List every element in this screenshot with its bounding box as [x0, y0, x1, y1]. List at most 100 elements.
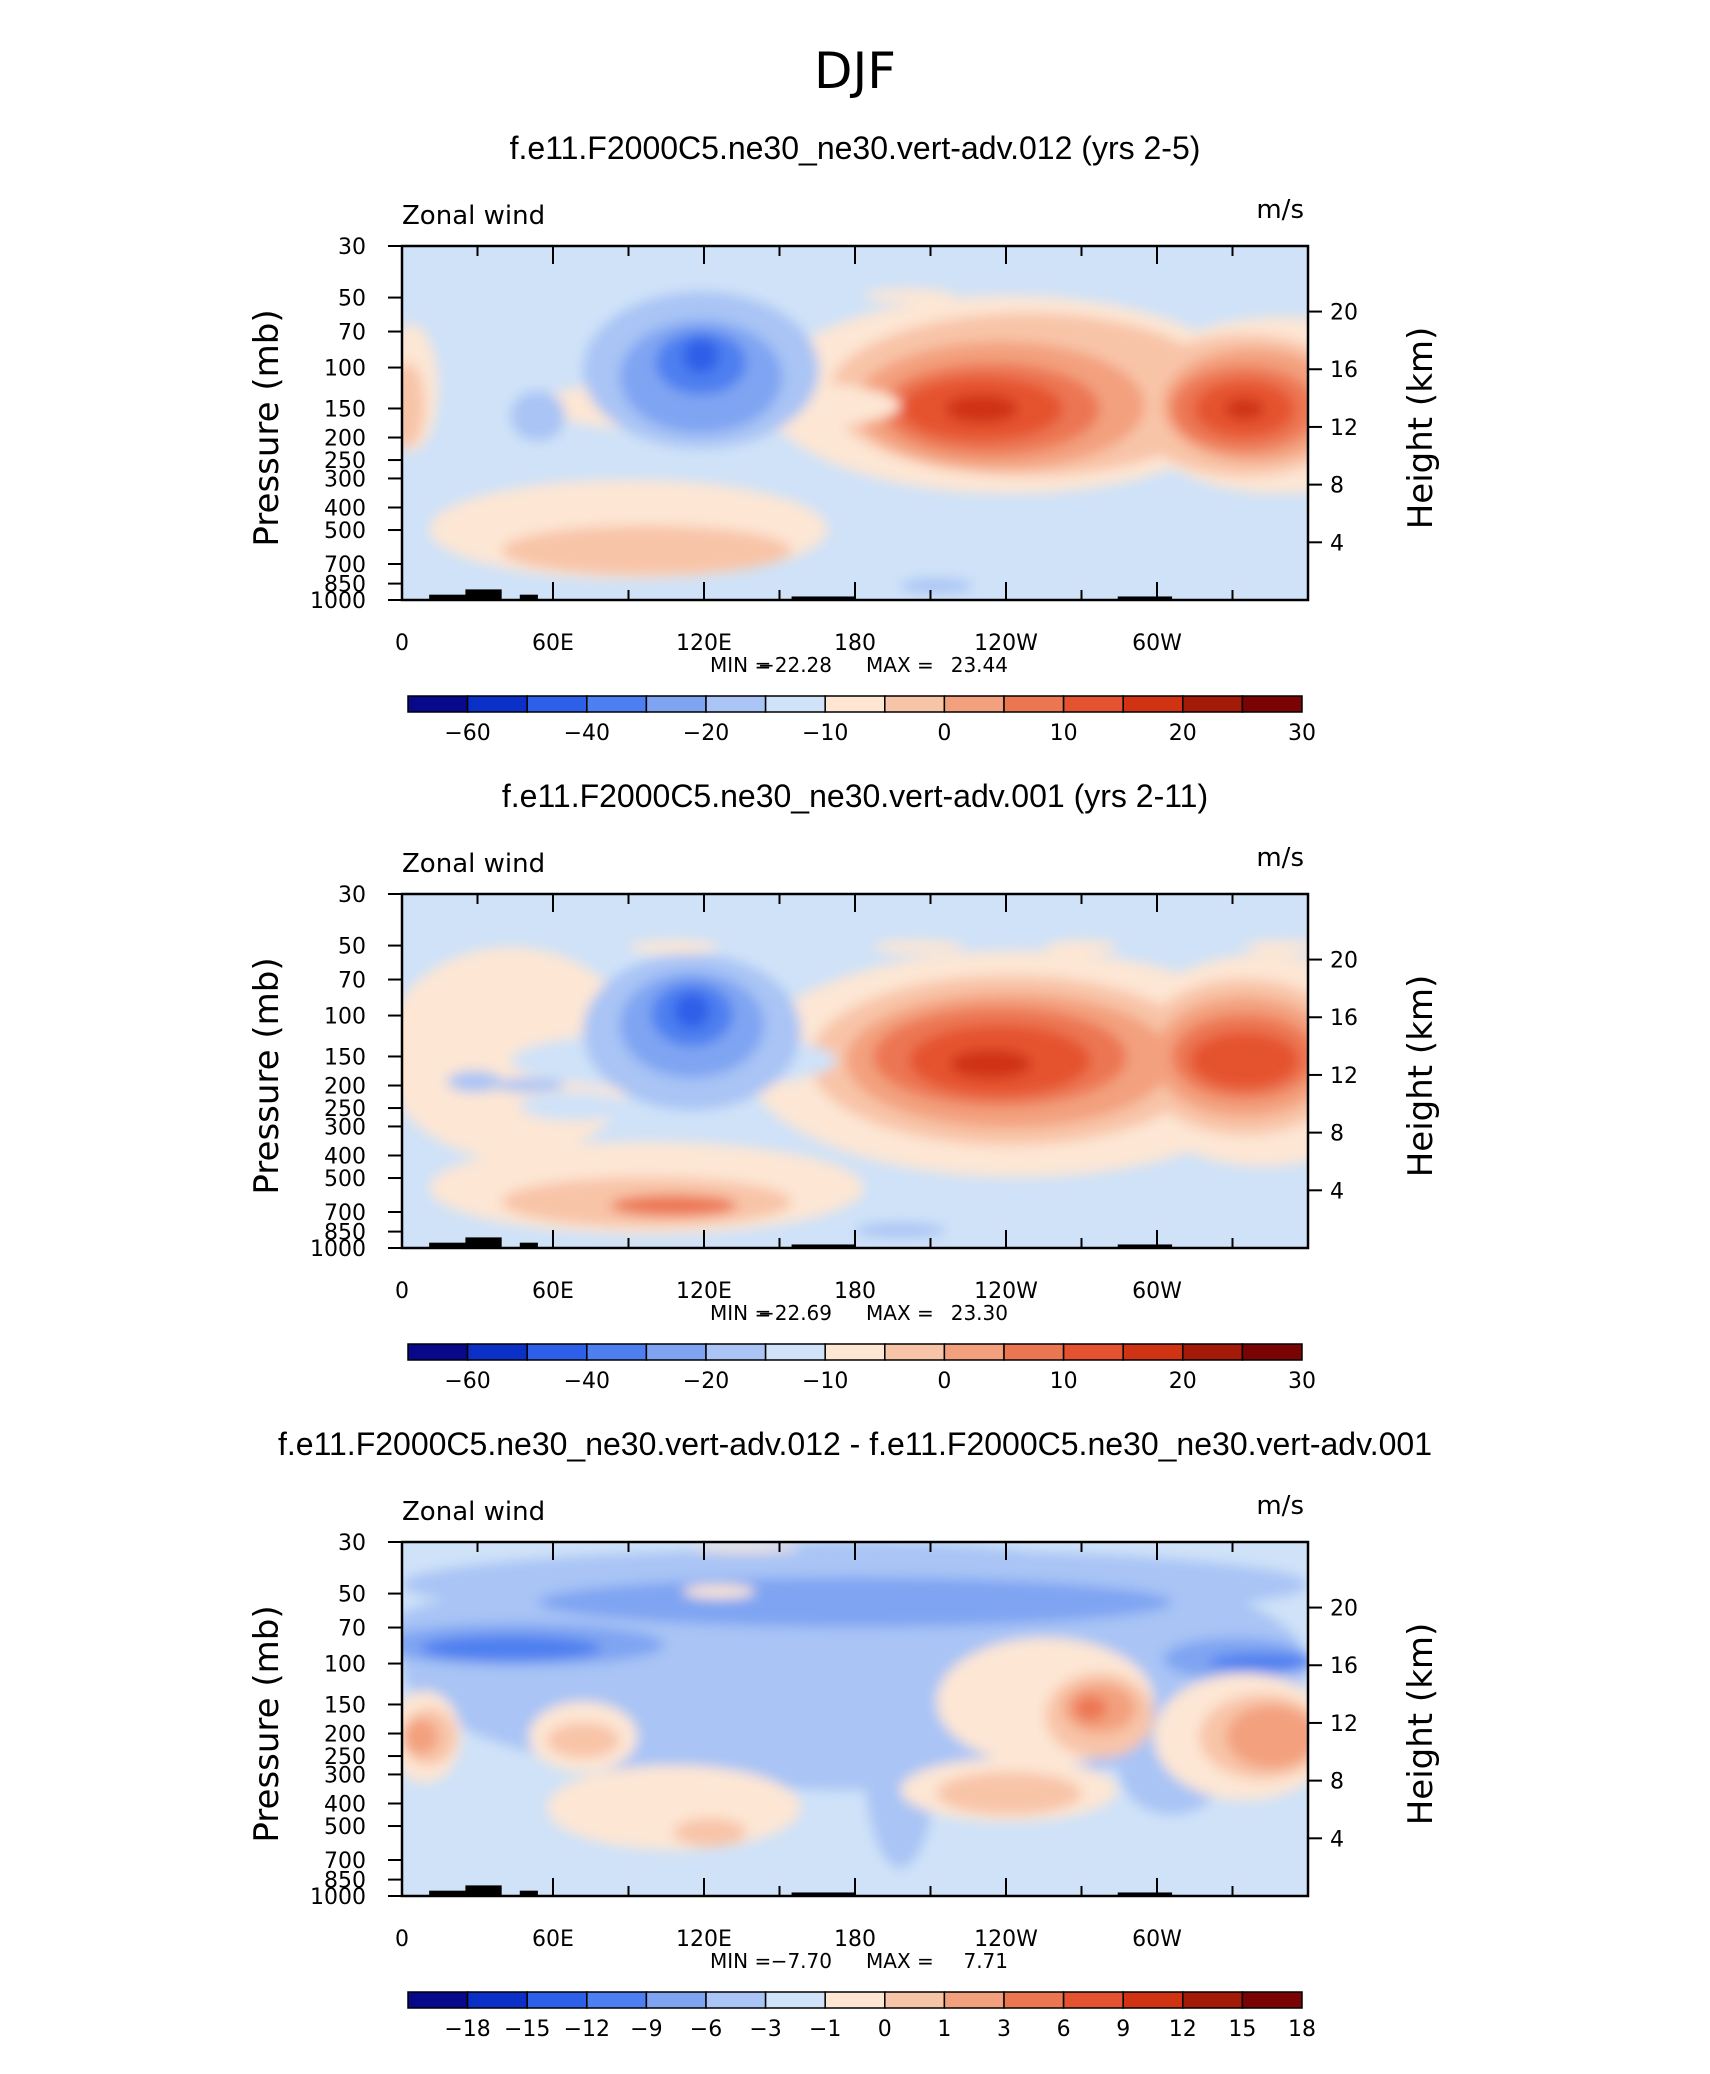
pressure-tick-label: 300: [324, 467, 366, 492]
colorbar-label: −18: [444, 2017, 490, 2042]
max-value: 7.71: [963, 1949, 1008, 1973]
height-tick-label: 16: [1330, 1006, 1358, 1031]
min-label: MIN =: [710, 653, 771, 677]
colorbar-swatch: [1003, 1343, 1065, 1361]
colorbar-label: −60: [444, 721, 490, 746]
height-tick-label: 12: [1330, 1064, 1358, 1089]
colorbar-swatch: [586, 695, 648, 713]
contour-region: [447, 1071, 502, 1093]
panel-1: 0 60E 120E 180 120W 60W3050701001502002503004…: [247, 195, 1441, 746]
colorbar-label: −40: [564, 1369, 610, 1394]
units-label: m/s: [1256, 195, 1304, 225]
contour-region: [864, 288, 955, 303]
colorbar-label: 10: [1050, 721, 1078, 746]
contour-blobs: [402, 288, 1308, 593]
colorbar-swatch: [824, 695, 886, 713]
contour-region: [1074, 1695, 1107, 1721]
x-tick-label: 0: [395, 1927, 409, 1952]
figure-title: DJF: [813, 42, 896, 100]
colorbar-label: 3: [997, 2017, 1011, 2042]
pressure-tick-label: 150: [324, 1693, 366, 1718]
colorbar-swatch: [705, 695, 767, 713]
x-tick-label: 120W: [974, 1927, 1038, 1952]
colorbar-label: −1: [809, 2017, 841, 2042]
topography: [1117, 1892, 1173, 1896]
pressure-tick-label: 30: [338, 235, 366, 260]
contour-region: [950, 1049, 1032, 1079]
contour-region: [420, 1635, 602, 1661]
colorbar-swatch: [1062, 695, 1124, 713]
pressure-tick-label: 300: [324, 1115, 366, 1140]
pressure-tick-label: 400: [324, 496, 366, 521]
height-tick-label: 12: [1330, 1712, 1358, 1737]
contour-region: [501, 525, 792, 576]
x-tick-label: 60E: [532, 1279, 574, 1304]
min-value: −22.69: [758, 1301, 832, 1325]
variable-label: Zonal wind: [402, 201, 545, 231]
contour-region: [855, 1223, 946, 1238]
colorbar-swatch: [1122, 695, 1184, 713]
pressure-tick-label: 70: [338, 1617, 366, 1642]
topography: [465, 1885, 502, 1896]
contour-region: [610, 1194, 738, 1217]
colorbar-swatch: [884, 695, 946, 713]
colorbar-swatch: [884, 1343, 946, 1361]
colorbar-swatch: [1241, 1343, 1303, 1361]
y-axis-title-left: Pressure (mb): [247, 1605, 287, 1842]
topography: [429, 1242, 484, 1248]
height-tick-label: 20: [1330, 301, 1358, 326]
colorbar-swatch: [466, 695, 528, 713]
topography: [519, 594, 538, 600]
colorbar-label: 20: [1169, 721, 1197, 746]
contour-region: [945, 394, 1019, 423]
contour-region: [673, 993, 711, 1029]
pressure-tick-label: 1000: [310, 1237, 366, 1262]
max-label: MAX =: [866, 1949, 934, 1973]
colorbar-label: −10: [802, 721, 848, 746]
contour-region: [1045, 940, 1118, 955]
height-tick-label: 8: [1330, 1770, 1344, 1795]
colorbar-swatch: [943, 695, 1005, 713]
colorbar-label: 6: [1057, 2017, 1071, 2042]
colorbar-label: −12: [564, 2017, 610, 2042]
contour-region: [402, 1719, 439, 1755]
contour-region: [537, 1577, 1173, 1627]
colorbar-label: −60: [444, 1369, 490, 1394]
pressure-tick-label: 50: [338, 287, 366, 312]
topography: [519, 1890, 538, 1896]
x-tick-label: 0: [395, 1279, 409, 1304]
pressure-tick-label: 850: [324, 573, 366, 598]
pressure-tick-label: 700: [324, 1201, 366, 1226]
colorbar-swatch: [586, 1343, 648, 1361]
contour-region: [1208, 1653, 1308, 1672]
topography: [429, 1890, 484, 1896]
variable-label: Zonal wind: [402, 849, 545, 879]
panel-2-title: f.e11.F2000C5.ne30_ne30.vert-adv.001 (yr…: [501, 778, 1209, 814]
pressure-tick-label: 100: [324, 1653, 366, 1678]
colorbar-swatch: [764, 695, 826, 713]
height-tick-label: 8: [1330, 474, 1344, 499]
colorbar-label: −3: [749, 2017, 781, 2042]
contour-region: [519, 1092, 629, 1121]
colorbar-swatch: [586, 1991, 648, 2009]
contour-field: [402, 246, 1308, 600]
colorbar-label: 0: [878, 2017, 892, 2042]
x-tick-label: 120E: [676, 1927, 732, 1952]
colorbar-swatch: [407, 695, 469, 713]
x-tick-label: 120W: [974, 631, 1038, 656]
pressure-tick-label: 70: [338, 969, 366, 994]
contour-region: [492, 1078, 566, 1093]
colorbar-swatch: [466, 1343, 528, 1361]
colorbar-swatch: [1062, 1991, 1124, 2009]
pressure-tick-label: 200: [324, 1075, 366, 1100]
y-axis-title-left: Pressure (mb): [247, 309, 287, 546]
pressure-tick-label: 1000: [310, 1885, 366, 1910]
pressure-tick-label: 700: [324, 553, 366, 578]
topography: [465, 589, 502, 600]
x-tick-label: 60W: [1132, 1927, 1182, 1952]
colorbar-swatch: [824, 1343, 886, 1361]
colorbar-swatch: [407, 1991, 469, 2009]
colorbar-label: 30: [1288, 721, 1316, 746]
colorbar-swatch: [824, 1991, 886, 2009]
pressure-tick-label: 200: [324, 1723, 366, 1748]
